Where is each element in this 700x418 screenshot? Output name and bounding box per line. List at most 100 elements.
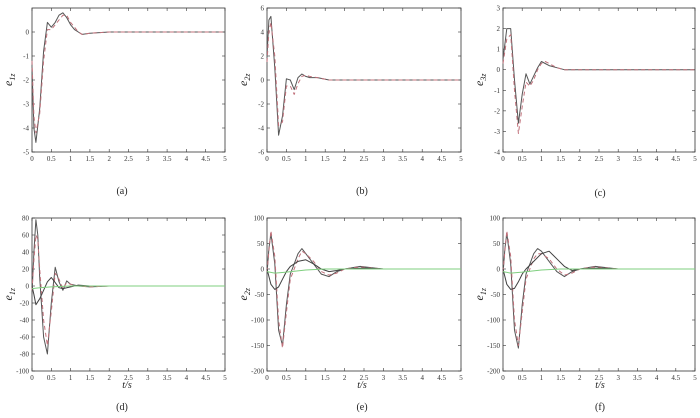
y-tick-label: 50	[257, 240, 265, 248]
y-tick-label: -4	[494, 149, 500, 157]
y-tick-label: 60	[22, 232, 30, 240]
x-tick-label: 3.5	[163, 374, 172, 382]
x-tick-label: 4	[655, 374, 659, 382]
y-tick-label: -200	[251, 368, 264, 376]
y-tick-label: 1	[497, 46, 501, 54]
y-tick-label: 3	[497, 5, 501, 13]
y-axis-label-subscript: 1z	[8, 287, 17, 295]
x-axis-label: t/s	[122, 380, 132, 391]
y-axis-label-subscript: 1z	[479, 287, 488, 295]
series-line	[502, 268, 695, 274]
x-tick-label: 4.5	[201, 155, 210, 163]
x-tick-label: 1.5	[86, 374, 95, 382]
y-tick-label: -100	[487, 317, 500, 325]
y-axis-label-base: e	[236, 80, 250, 86]
y-axis-label-subscript: 2z	[243, 287, 252, 295]
x-tick-label: 3.5	[163, 155, 172, 163]
y-tick-label: -3	[23, 101, 29, 109]
series-line	[502, 34, 695, 134]
y-tick-label: -4	[23, 125, 29, 133]
x-tick-label: 1.5	[556, 155, 565, 163]
x-tick-label: 1	[69, 155, 73, 163]
x-tick-label: 5	[459, 155, 463, 163]
x-tick-label: 4.5	[671, 155, 680, 163]
x-tick-label: 5	[459, 374, 463, 382]
plot-area	[266, 217, 462, 372]
y-tick-label: -100	[251, 317, 264, 325]
panel-caption: (d)	[116, 402, 128, 413]
x-tick-label: 1	[304, 374, 308, 382]
x-tick-label: 2.5	[595, 155, 604, 163]
panel-caption: (e)	[356, 402, 367, 413]
y-tick-label: 4	[261, 29, 265, 37]
x-tick-label: 0	[30, 155, 34, 163]
x-tick-label: 1	[69, 374, 73, 382]
y-tick-label: 0	[26, 283, 30, 291]
x-tick-label: 0.5	[282, 155, 291, 163]
plot-area	[31, 217, 226, 372]
x-tick-label: 2.5	[360, 374, 369, 382]
x-tick-label: 2	[107, 374, 111, 382]
y-tick-label: 6	[261, 5, 265, 13]
x-tick-label: 2	[343, 374, 347, 382]
x-tick-label: 2	[578, 155, 582, 163]
x-axis-label: t/s	[595, 380, 605, 391]
x-tick-label: 2.5	[360, 155, 369, 163]
x-tick-label: 2.5	[124, 155, 133, 163]
x-tick-label: 3	[382, 155, 386, 163]
y-tick-label: -3	[494, 128, 500, 136]
x-tick-label: 2	[343, 155, 347, 163]
x-tick-label: 1.5	[556, 374, 565, 382]
series-line	[31, 12, 225, 143]
y-tick-label: 2	[497, 25, 501, 33]
x-tick-label: 4	[420, 374, 424, 382]
x-tick-label: 1.5	[321, 374, 330, 382]
y-tick-label: 0	[261, 77, 265, 85]
x-tick-label: 4.5	[437, 155, 446, 163]
y-axis-label-base: e	[472, 80, 486, 86]
y-tick-label: -2	[258, 101, 264, 109]
x-tick-label: 0	[501, 374, 505, 382]
y-axis-label-base: e	[1, 80, 15, 86]
y-axis-label-subscript: 1z	[8, 73, 17, 81]
x-tick-label: 0.5	[47, 374, 56, 382]
plot-area	[31, 7, 226, 153]
y-tick-label: -4	[258, 125, 264, 133]
x-tick-label: 5	[223, 374, 227, 382]
chart-panel: 0 0.5 1 1.5 2 2.5 3 3.5 4 4.5 5 -200 -150 -100 -50 0 50 1…	[472, 215, 697, 414]
y-tick-label: 100	[254, 215, 265, 223]
y-axis-label-base: e	[1, 295, 15, 301]
y-axis-label: e1z	[1, 73, 17, 86]
chart-panel: 0 0.5 1 1.5 2 2.5 3 3.5 4 4.5 5 -4 -3 -2 -1 0 1 2 3 e3z (c)	[472, 5, 697, 200]
y-axis-label-base: e	[472, 295, 486, 301]
y-tick-label: -5	[23, 149, 29, 157]
y-tick-label: 100	[490, 215, 501, 223]
x-tick-label: 3	[382, 374, 386, 382]
x-tick-label: 1	[304, 155, 308, 163]
chart-panel: 0 0.5 1 1.5 2 2.5 3 3.5 4 4.5 5 -6 -4 -2 0 2 4 6 e2z (b)	[236, 5, 463, 198]
y-tick-label: -60	[20, 334, 30, 342]
y-tick-label: -2	[494, 107, 500, 115]
x-tick-label: 3	[146, 155, 150, 163]
x-tick-label: 3.5	[633, 374, 642, 382]
y-tick-label: 0	[26, 29, 30, 37]
x-tick-label: 3.5	[398, 374, 407, 382]
y-tick-label: 20	[22, 266, 30, 274]
y-tick-label: 0	[497, 66, 501, 74]
x-tick-label: 0	[265, 155, 269, 163]
chart-panel: 0 0.5 1 1.5 2 2.5 3 3.5 4 4.5 5 -5 -4 -3 -2 -1 0 e1z (a)	[1, 7, 227, 197]
y-tick-label: -50	[491, 291, 501, 299]
x-tick-label: 1.5	[321, 155, 330, 163]
y-tick-label: -6	[258, 149, 264, 157]
series-line	[266, 268, 461, 274]
y-axis-label-subscript: 3z	[479, 73, 488, 82]
y-tick-label: 50	[493, 240, 501, 248]
y-axis-label: e1z	[472, 287, 488, 300]
y-tick-label: -100	[16, 368, 29, 376]
x-tick-label: 0.5	[282, 374, 291, 382]
x-tick-label: 3.5	[633, 155, 642, 163]
x-tick-label: 1	[540, 374, 544, 382]
y-tick-label: 0	[497, 266, 501, 274]
panel-caption: (b)	[356, 186, 368, 197]
